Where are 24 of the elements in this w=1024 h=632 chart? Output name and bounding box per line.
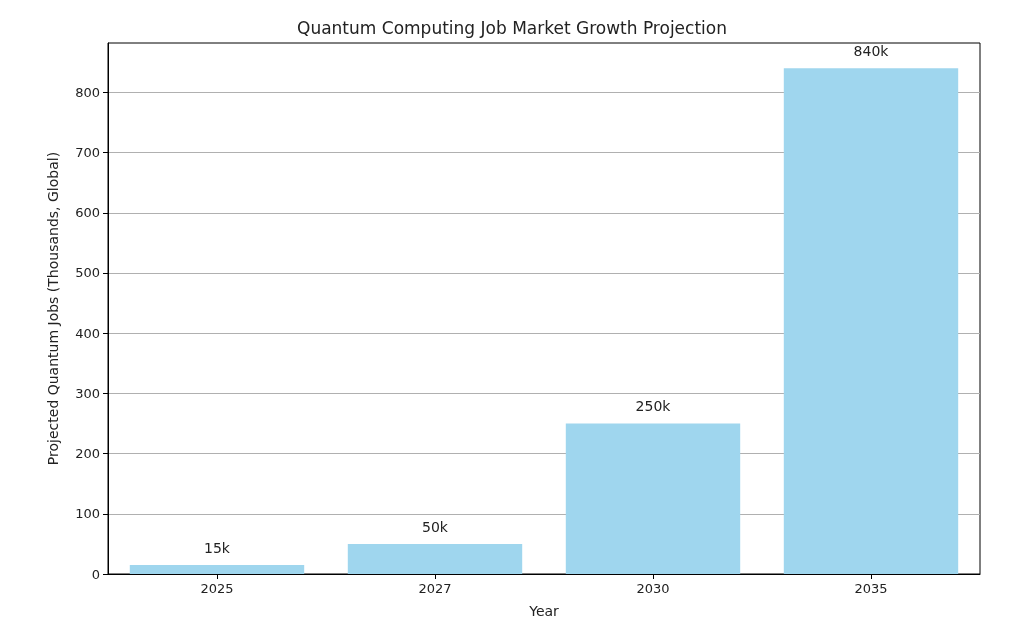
data-label: 250k bbox=[635, 398, 672, 415]
y-tick-label: 0 bbox=[91, 566, 100, 582]
y-tick-label: 400 bbox=[75, 325, 100, 341]
bar bbox=[783, 68, 959, 574]
y-tick-label: 500 bbox=[75, 265, 100, 281]
bar bbox=[129, 564, 305, 574]
x-tick-label: 2030 bbox=[636, 581, 670, 596]
y-tick-label: 200 bbox=[75, 446, 100, 462]
chart-title: Quantum Computing Job Market Growth Projection bbox=[297, 17, 727, 38]
y-tick-label: 800 bbox=[75, 84, 100, 100]
y-tick-label: 300 bbox=[75, 385, 100, 401]
bar bbox=[347, 543, 523, 574]
data-label: 50k bbox=[422, 518, 449, 535]
x-axis-title: Year bbox=[528, 603, 560, 619]
y-tick-label: 100 bbox=[75, 506, 100, 522]
y-axis-title: Projected Quantum Jobs (Thousands, Global) bbox=[45, 151, 61, 466]
bar bbox=[565, 423, 741, 574]
x-tick-label: 2025 bbox=[200, 581, 234, 596]
y-tick-label: 600 bbox=[75, 205, 100, 221]
data-label: 840k bbox=[853, 43, 890, 60]
y-tick-label: 700 bbox=[75, 145, 100, 161]
x-tick-label: 2035 bbox=[854, 581, 888, 596]
x-tick-label: 2027 bbox=[418, 581, 452, 596]
data-label: 15k bbox=[204, 539, 231, 556]
